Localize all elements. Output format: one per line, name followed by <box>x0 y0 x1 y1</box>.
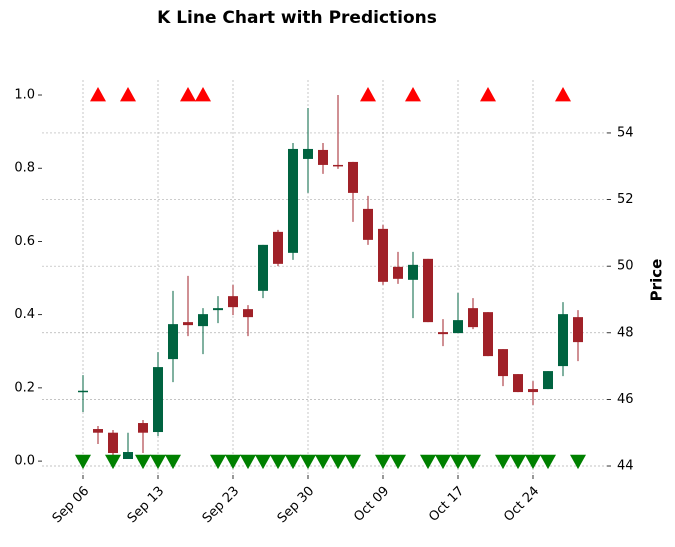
candle-body <box>138 423 148 433</box>
candle-body <box>453 320 463 334</box>
prediction-down <box>330 454 346 470</box>
candle-body <box>528 389 538 393</box>
prediction-down <box>135 454 151 470</box>
prediction-up <box>195 87 211 102</box>
candle-body <box>318 149 328 165</box>
x-tick-label: Sep 23 <box>200 484 243 527</box>
candle-body <box>333 164 343 167</box>
candle-body <box>468 308 478 328</box>
candle-body <box>273 231 283 264</box>
candle-body <box>78 390 88 393</box>
candle-body <box>258 244 268 291</box>
candle-body <box>438 332 448 335</box>
prediction-down <box>285 454 301 470</box>
prediction-up <box>180 87 196 102</box>
prediction-down <box>75 454 91 470</box>
candle-body <box>183 322 193 326</box>
candle-body <box>213 308 223 311</box>
y2-tick-label: 50 <box>617 259 634 274</box>
prediction-down <box>390 454 406 470</box>
y-tick-label: 1.0 <box>14 88 35 103</box>
y2-tick-label: 46 <box>617 392 634 407</box>
prediction-up <box>405 87 421 102</box>
prediction-down <box>450 454 466 470</box>
y2-tick-label: 44 <box>617 459 634 474</box>
prediction-down <box>240 454 256 470</box>
candle-body <box>243 309 253 318</box>
y-tick-label: 0.4 <box>14 307 35 322</box>
y2-tick-label: 48 <box>617 325 634 340</box>
prediction-down <box>570 454 586 470</box>
y2-tick-label: 54 <box>617 125 634 140</box>
candle-body <box>153 367 163 433</box>
candle-body <box>483 312 493 357</box>
candle-body <box>543 371 553 390</box>
prediction-up <box>360 87 376 102</box>
x-tick-label: Oct 09 <box>351 484 392 525</box>
prediction-down <box>420 454 436 470</box>
prediction-down <box>345 454 361 470</box>
prediction-down <box>105 454 121 470</box>
prediction-up <box>480 87 496 102</box>
y2-axis-label: Price <box>648 259 666 302</box>
x-tick-label: Sep 30 <box>275 484 318 527</box>
prediction-down <box>375 454 391 470</box>
candle-body <box>558 314 568 367</box>
prediction-down <box>465 454 481 470</box>
x-tick-label: Oct 24 <box>501 484 542 525</box>
candle-body <box>393 266 403 279</box>
candle-body <box>423 258 433 323</box>
y-tick-label: 0.2 <box>14 380 35 395</box>
prediction-down <box>540 454 556 470</box>
x-tick-label: Sep 13 <box>125 484 168 527</box>
candle-body <box>348 161 358 193</box>
candle-body <box>303 148 313 159</box>
prediction-down <box>495 454 511 470</box>
prediction-down <box>315 454 331 470</box>
prediction-down <box>210 454 226 470</box>
prediction-up <box>555 87 571 102</box>
prediction-down <box>525 454 541 470</box>
candle-body <box>288 148 298 253</box>
candle-body <box>363 208 373 240</box>
candle-body <box>573 317 583 343</box>
candle-body <box>498 349 508 377</box>
candle-body <box>93 429 103 433</box>
candle-body <box>228 296 238 308</box>
prediction-up <box>90 87 106 102</box>
candle-body <box>198 314 208 327</box>
candle-body <box>378 228 388 282</box>
prediction-down <box>150 454 166 470</box>
candle-body <box>168 324 178 360</box>
y-tick-label: 0.6 <box>14 234 35 249</box>
candle-body <box>108 432 118 454</box>
y-tick-label: 0.0 <box>14 454 35 469</box>
prediction-down <box>435 454 451 470</box>
prediction-down <box>165 454 181 470</box>
candle-body <box>123 452 133 460</box>
prediction-down <box>270 454 286 470</box>
prediction-down <box>510 454 526 470</box>
x-tick-label: Oct 17 <box>426 484 467 525</box>
candle-body <box>513 374 523 393</box>
candle-body <box>408 264 418 280</box>
chart-title: K Line Chart with Predictions <box>157 8 437 28</box>
prediction-down <box>255 454 271 470</box>
y-tick-label: 0.8 <box>14 161 35 176</box>
prediction-up <box>120 87 136 102</box>
y2-tick-label: 52 <box>617 192 634 207</box>
prediction-down <box>300 454 316 470</box>
x-tick-label: Sep 06 <box>50 484 93 527</box>
prediction-down <box>225 454 241 470</box>
